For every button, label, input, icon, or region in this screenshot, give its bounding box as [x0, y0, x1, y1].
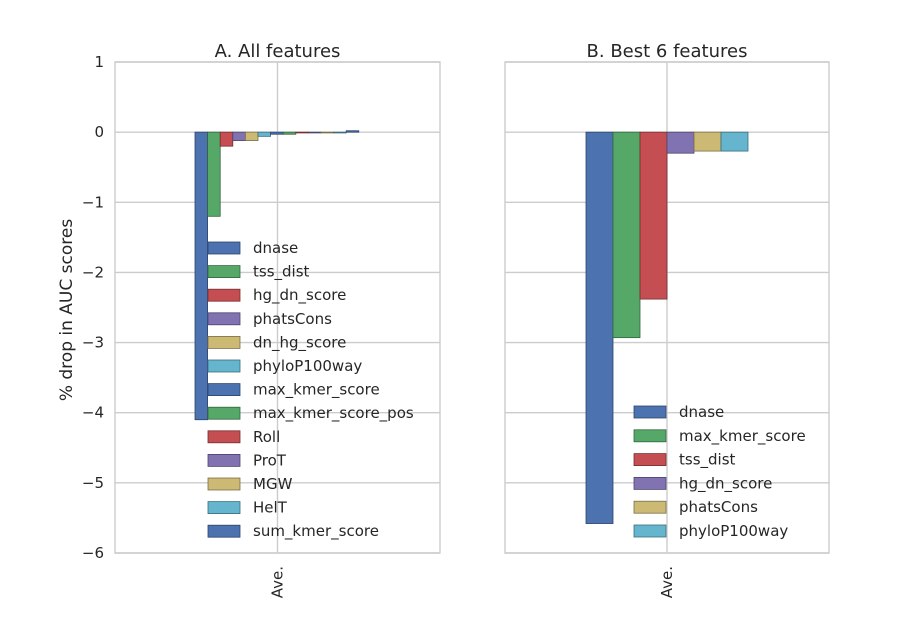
- legend-label-phatsCons: phatsCons: [253, 310, 332, 328]
- y-tick-label: −1: [82, 193, 104, 211]
- legend-swatch-phyloP100way: [633, 524, 667, 538]
- legend-swatch-phyloP100way: [207, 359, 241, 373]
- legend-label-phatsCons: phatsCons: [679, 498, 758, 516]
- bar-MGW: [320, 131, 335, 134]
- legend-swatch-dnase: [207, 241, 241, 255]
- bar-max_kmer_score: [270, 131, 284, 135]
- y-tick-label: 0: [94, 123, 104, 141]
- panel-a-all-features: 1 0 −1 −2 −3 −4 −5 −6 Ave. A. All features dnase ts…: [82, 41, 441, 598]
- legend-label-max_kmer_score_pos: max_kmer_score_pos: [253, 404, 414, 423]
- bar-max_kmer_score_pos: [282, 131, 297, 135]
- legend-swatch-MGW: [207, 477, 241, 491]
- bar-ProT: [307, 131, 322, 134]
- bar-Roll: [295, 131, 309, 134]
- panel-b-best-6-features: Ave. B. Best 6 features dnase max_kmer_scor…: [504, 41, 830, 598]
- legend-label-dnase: dnase: [253, 239, 298, 257]
- bar-hg_dn_score: [666, 131, 695, 154]
- y-tick-label: −4: [82, 404, 104, 422]
- legend-label-sum_kmer_score: sum_kmer_score: [253, 522, 379, 541]
- legend-label-hg_dn_score: hg_dn_score: [679, 474, 772, 493]
- chart-title: B. Best 6 features: [587, 41, 748, 62]
- bar-phyloP100way: [720, 131, 749, 152]
- bar-dnase: [585, 131, 614, 524]
- chart-title: A. All features: [215, 41, 341, 62]
- bar-hg_dn_score: [219, 131, 234, 147]
- legend-label-max_kmer_score: max_kmer_score: [679, 427, 806, 446]
- bar-phatsCons: [232, 131, 246, 141]
- bar-phatsCons: [693, 131, 722, 152]
- legend-swatch-max_kmer_score_pos: [207, 406, 241, 420]
- legend-label-dnase: dnase: [679, 403, 724, 421]
- legend-swatch-tss_dist: [207, 265, 241, 279]
- legend-swatch-hg_dn_score: [633, 476, 667, 490]
- legend-label-max_kmer_score: max_kmer_score: [253, 381, 380, 400]
- legend-swatch-max_kmer_score: [207, 383, 241, 397]
- legend-swatch-hg_dn_score: [207, 288, 241, 302]
- bar-phyloP100way: [257, 131, 272, 137]
- x-tick-label: Ave.: [269, 566, 287, 598]
- legend-swatch-phatsCons: [207, 312, 241, 326]
- y-tick-label: −6: [82, 544, 104, 562]
- legend-label-HelT: HelT: [253, 499, 288, 517]
- legend-label-tss_dist: tss_dist: [253, 263, 310, 282]
- plot-frame: [114, 61, 441, 554]
- bar-tss_dist: [207, 131, 221, 217]
- legend-label-phyloP100way: phyloP100way: [679, 522, 788, 540]
- legend-label-dn_hg_score: dn_hg_score: [253, 333, 346, 352]
- bar-tss_dist: [639, 131, 668, 300]
- y-tick-label: −5: [82, 474, 104, 492]
- y-tick-label: 1: [94, 53, 104, 71]
- plot-frame: [504, 61, 830, 554]
- legend-swatch-tss_dist: [633, 453, 667, 467]
- x-tick-label: Ave.: [658, 566, 676, 598]
- legend-swatch-dn_hg_score: [207, 335, 241, 349]
- legend-swatch-ProT: [207, 453, 241, 467]
- y-tick-label: −3: [82, 334, 104, 352]
- legend-swatch-HelT: [207, 501, 241, 515]
- legend-label-hg_dn_score: hg_dn_score: [253, 286, 346, 305]
- legend-label-tss_dist: tss_dist: [679, 451, 736, 470]
- legend-label-phyloP100way: phyloP100way: [253, 357, 362, 375]
- legend-swatch-max_kmer_score: [633, 429, 667, 443]
- bar-HelT: [333, 131, 347, 134]
- legend-swatch-sum_kmer_score: [207, 524, 241, 538]
- legend-label-ProT: ProT: [253, 451, 287, 469]
- legend-label-Roll: Roll: [253, 428, 280, 446]
- legend-swatch-Roll: [207, 430, 241, 444]
- legend-label-MGW: MGW: [253, 475, 293, 493]
- legend-swatch-phatsCons: [633, 500, 667, 514]
- bar-max_kmer_score: [612, 131, 641, 339]
- y-axis-label: % drop in AUC scores: [57, 219, 77, 401]
- bar-dn_hg_score: [244, 131, 259, 141]
- y-tick-label: −2: [82, 263, 104, 281]
- legend-swatch-dnase: [633, 405, 667, 419]
- bar-sum_kmer_score: [345, 130, 360, 133]
- bar-dnase: [194, 131, 209, 421]
